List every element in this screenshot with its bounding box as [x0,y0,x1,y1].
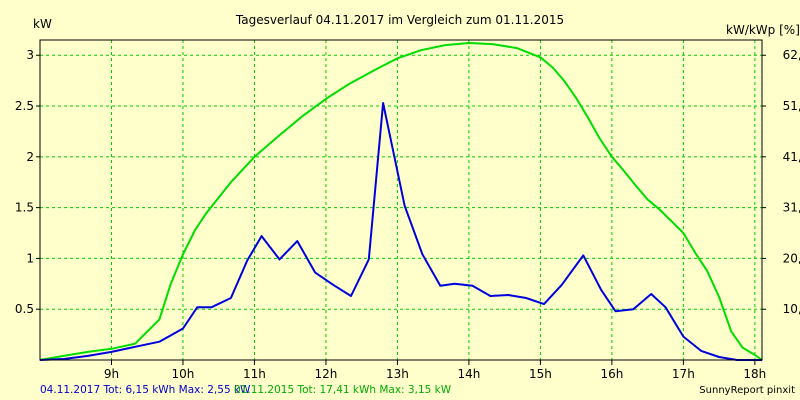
y-axis-right-label: kW/kWp [%] [726,23,800,37]
plot-frame [39,39,763,361]
footer-series-2: 01.11.2015 Tot: 17,41 kWh Max: 3,15 kW [234,384,452,396]
y-tick-label-left: 3 [26,48,34,62]
x-tick-label: 9h [104,367,119,381]
x-tick-label: 16h [600,367,623,381]
y-axis-left-label: kW [33,17,52,31]
x-tick-label: 12h [315,367,338,381]
series-layer [39,42,763,361]
x-tick-label: 14h [457,367,480,381]
chart-title: Tagesverlauf 04.11.2017 im Vergleich zum… [235,13,564,27]
y-tick-label-right: 10,3 [783,302,800,316]
x-tick-label: 17h [672,367,695,381]
y-tick-label-left: 2 [26,150,34,164]
y-tick-label-left: 1.5 [15,201,34,215]
series-line-2 [39,102,762,361]
x-tick-label: 13h [386,367,409,381]
y-tick-label-right: 20,7 [783,251,800,265]
axes: 9h 10h 11h 12h 13h 14h 15h 16h 17h 18h 0.5 1 1.5 2 2.5… [15,48,800,381]
y-tick-label-left: 1 [26,251,34,265]
footer-brand: SunnyReport pinxit [699,385,795,396]
x-tick-label: 18h [743,367,766,381]
x-tick-label: 11h [243,367,266,381]
x-tick-label: 10h [172,367,195,381]
series-line-1 [39,42,763,361]
y-tick-label-right: 31,0 [783,201,800,215]
y-tick-label-left: 0.5 [15,302,34,316]
x-tick-label: 15h [529,367,552,381]
y-tick-label-right: 62,0 [783,48,800,62]
y-tick-label-right: 41,3 [783,150,800,164]
y-tick-label-right: 51,7 [783,99,800,113]
footer-series-1: 04.11.2017 Tot: 6,15 kWh Max: 2,55 kW [40,384,251,396]
y-tick-label-left: 2.5 [15,99,34,113]
